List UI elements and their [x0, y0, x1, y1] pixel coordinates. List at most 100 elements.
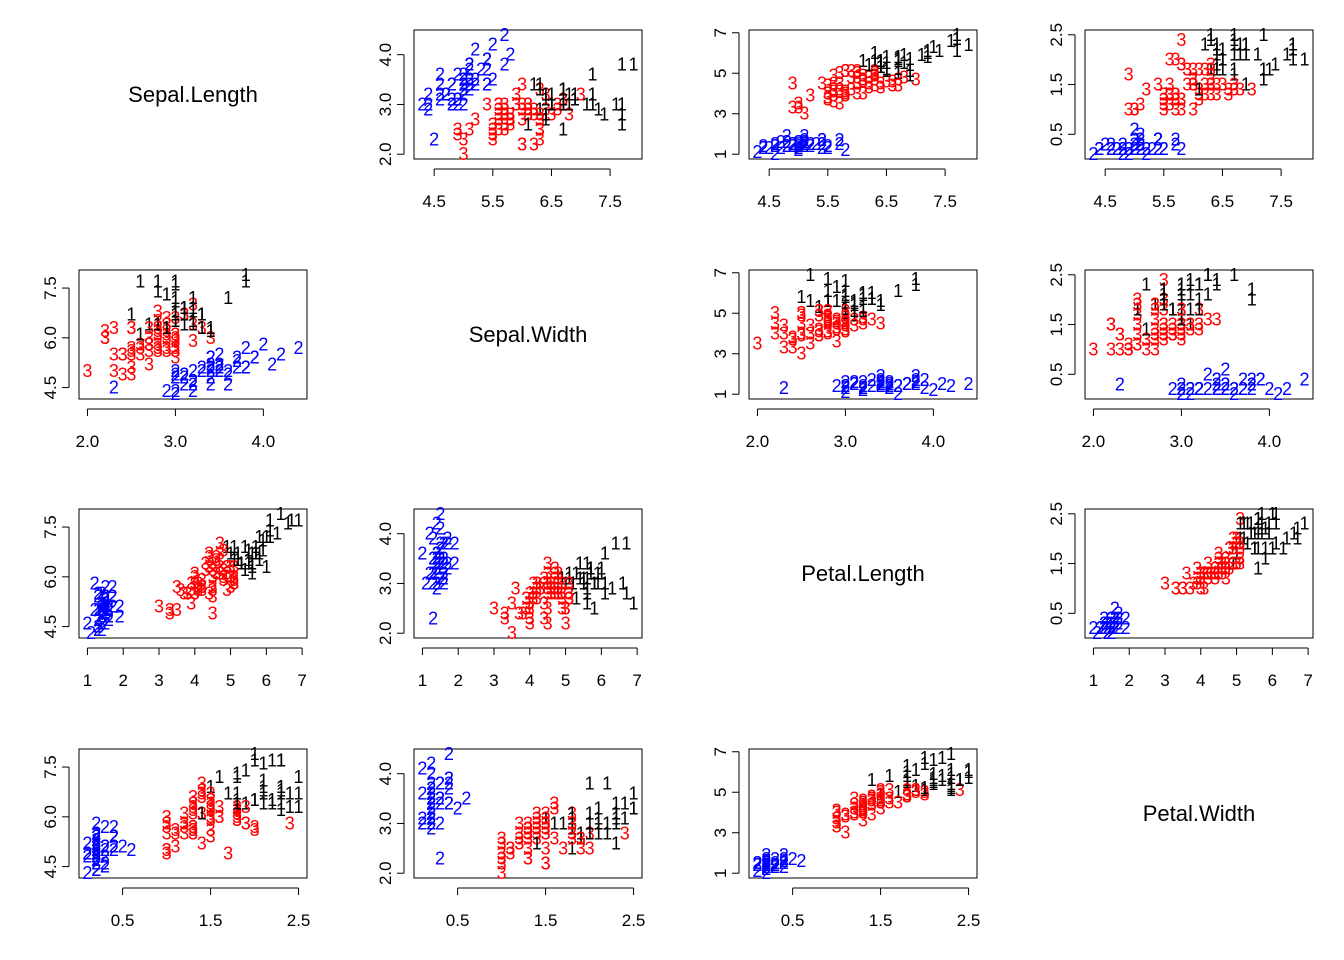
point: 3 — [557, 573, 567, 593]
point: 3 — [541, 853, 551, 873]
point: 3 — [541, 813, 551, 833]
point: 1 — [564, 85, 574, 105]
variable-label: Petal.Width — [1143, 801, 1256, 826]
point: 1 — [840, 285, 850, 305]
point: 1 — [593, 799, 603, 819]
point: 3 — [1214, 554, 1224, 574]
point: 1 — [258, 754, 268, 774]
point: 3 — [1200, 60, 1210, 80]
point: 3 — [206, 800, 216, 820]
point: 2 — [439, 554, 449, 574]
point: 2 — [439, 549, 449, 569]
point: 2 — [250, 348, 260, 368]
point: 2 — [782, 136, 792, 156]
x-tick-label: 2 — [118, 671, 127, 690]
point: 3 — [497, 853, 507, 873]
point: 2 — [1103, 618, 1113, 638]
point: 1 — [582, 94, 592, 114]
point: 3 — [453, 124, 463, 144]
point: 2 — [100, 847, 110, 867]
point: 3 — [564, 583, 574, 603]
point: 1 — [893, 59, 903, 79]
point: 3 — [470, 109, 480, 129]
point: 2 — [1194, 379, 1204, 399]
point: 3 — [82, 361, 92, 381]
point: 3 — [208, 567, 218, 587]
point: 3 — [170, 341, 180, 361]
point: 3 — [1188, 75, 1198, 95]
point: 3 — [779, 323, 789, 343]
point: 1 — [1235, 35, 1245, 55]
point: 3 — [1207, 564, 1217, 584]
point: 3 — [197, 318, 207, 338]
y-tick-label: 7 — [711, 268, 730, 277]
point: 2 — [97, 613, 107, 633]
point: 3 — [229, 573, 239, 593]
point: 3 — [1129, 99, 1139, 119]
point: 3 — [832, 817, 842, 837]
point: 2 — [426, 784, 436, 804]
point: 3 — [511, 94, 521, 114]
point: 2 — [104, 610, 114, 630]
point: 1 — [589, 573, 599, 593]
point: 1 — [1212, 270, 1222, 290]
point: 3 — [840, 307, 850, 327]
point: 2 — [1212, 369, 1222, 389]
point: 3 — [543, 613, 553, 633]
point: 2 — [761, 857, 771, 877]
point: 2 — [964, 374, 974, 394]
point: 2 — [100, 587, 110, 607]
point: 1 — [858, 51, 868, 71]
point: 3 — [1150, 310, 1160, 330]
point: 2 — [1103, 623, 1113, 643]
point: 3 — [1124, 334, 1134, 354]
x-tick-label: 1.5 — [534, 911, 558, 930]
point: 1 — [840, 299, 850, 319]
point: 2 — [100, 840, 110, 860]
point: 2 — [761, 853, 771, 873]
point: 1 — [236, 554, 246, 574]
point: 3 — [1217, 75, 1227, 95]
point: 1 — [229, 537, 239, 557]
point: 1 — [905, 55, 915, 75]
point: 2 — [206, 374, 216, 394]
point: 2 — [241, 338, 251, 358]
y-tick-label: 4.5 — [41, 376, 60, 400]
point: 2 — [761, 851, 771, 871]
x-tick-label: 3 — [1160, 671, 1169, 690]
y-tick-label: 3 — [711, 349, 730, 358]
point: 3 — [1176, 320, 1186, 340]
point: 1 — [1253, 45, 1263, 65]
point: 3 — [823, 311, 833, 331]
point: 2 — [1185, 384, 1195, 404]
point: 3 — [805, 315, 815, 335]
point: 2 — [849, 372, 859, 392]
point: 2 — [799, 126, 809, 146]
point: 2 — [435, 549, 445, 569]
point: 3 — [539, 608, 549, 628]
point: 3 — [814, 305, 824, 325]
point: 2 — [1118, 139, 1128, 159]
point: 1 — [179, 298, 189, 318]
point: 3 — [549, 794, 559, 814]
point: 1 — [197, 804, 207, 824]
point: 1 — [858, 289, 868, 309]
point: 1 — [1257, 524, 1267, 544]
point: 3 — [162, 843, 172, 863]
point: 2 — [1171, 134, 1181, 154]
point: 1 — [964, 760, 974, 780]
point: 3 — [832, 800, 842, 820]
point: 1 — [876, 291, 886, 311]
point: 1 — [611, 833, 621, 853]
point: 3 — [876, 788, 886, 808]
point: 1 — [620, 794, 630, 814]
point: 1 — [611, 804, 621, 824]
point: 2 — [428, 564, 438, 584]
point: 1 — [223, 288, 233, 308]
point: 3 — [829, 86, 839, 106]
point: 3 — [211, 564, 221, 584]
point: 1 — [1257, 514, 1267, 534]
point: 1 — [585, 804, 595, 824]
point: 2 — [435, 554, 445, 574]
